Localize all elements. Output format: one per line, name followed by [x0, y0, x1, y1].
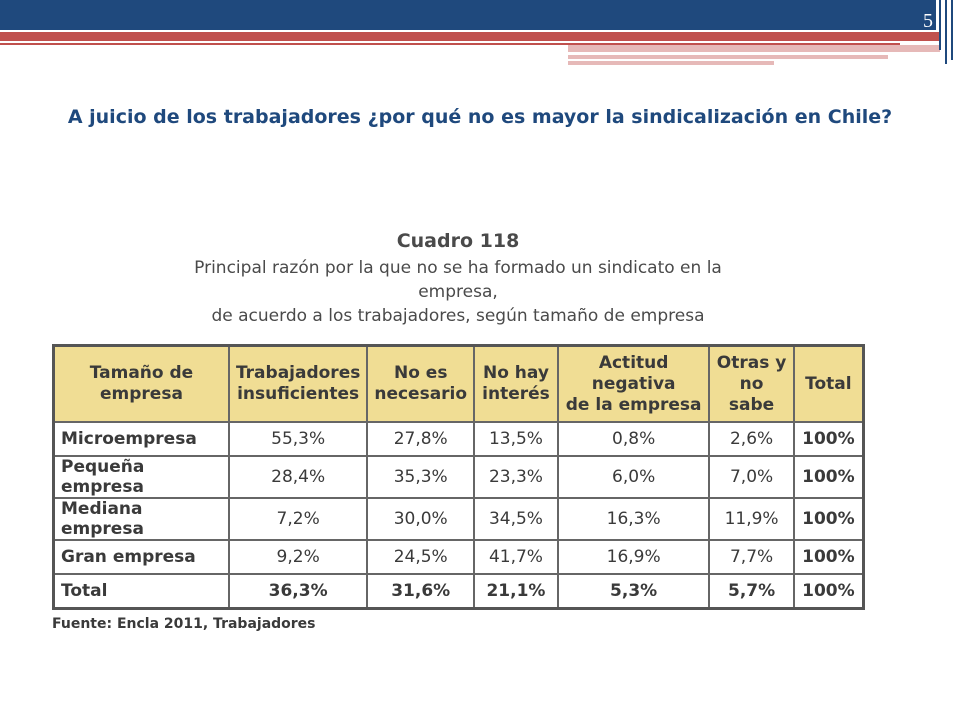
- table-cell: 31,6%: [366, 573, 476, 610]
- table-cell: 5,7%: [708, 573, 795, 610]
- table-cell: 11,9%: [708, 497, 795, 541]
- table-subtitle: Principal razón por la que no se ha form…: [160, 256, 756, 328]
- header-pink-bar-2: [568, 55, 888, 59]
- table-cell: 24,5%: [366, 539, 476, 575]
- table-cell: 16,9%: [556, 539, 711, 575]
- header-white-line: [600, 52, 890, 54]
- table-cell: 100%: [792, 539, 865, 575]
- header-not-necessary: No es necesario: [366, 344, 476, 423]
- table-cell: 5,3%: [556, 573, 711, 610]
- header-company-size: Tamaño de empresa: [52, 344, 230, 423]
- table-cell: 36,3%: [227, 573, 369, 610]
- table-header-row: Tamaño de empresa Trabajadores insuficient…: [52, 344, 865, 423]
- row-label: Microempresa: [52, 421, 230, 457]
- table-cell: 30,0%: [366, 497, 476, 541]
- slide-number: 5: [923, 10, 933, 32]
- table-cell: 7,2%: [227, 497, 369, 541]
- table-row: Gran empresa 9,2% 24,5% 41,7% 16,9% 7,7%…: [52, 539, 865, 575]
- table-cell: 2,6%: [708, 421, 795, 457]
- union-reasons-table: Tamaño de empresa Trabajadores insuficient…: [52, 344, 865, 610]
- table-cell: 100%: [792, 455, 865, 499]
- table-row: Pequeña empresa 28,4% 35,3% 23,3% 6,0% 7…: [52, 455, 865, 499]
- header-vertical-line-3: [951, 0, 953, 60]
- table-cell: 100%: [792, 573, 865, 610]
- table-cell: 9,2%: [227, 539, 369, 575]
- row-label: Gran empresa: [52, 539, 230, 575]
- table-total-row: Total 36,3% 31,6% 21,1% 5,3% 5,7% 100%: [52, 573, 865, 610]
- table-subtitle-line-1: Principal razón por la que no se ha form…: [194, 258, 722, 302]
- table-cell: 0,8%: [556, 421, 711, 457]
- table-caption: Cuadro 118: [396, 230, 520, 252]
- table-cell: 28,4%: [227, 455, 369, 499]
- table-cell: 35,3%: [366, 455, 476, 499]
- header-other-dont-know: Otras y no sabe: [708, 344, 795, 423]
- row-label: Mediana empresa: [52, 497, 230, 541]
- header-insufficient-workers: Trabajadores insuficientes: [227, 344, 369, 423]
- table-row: Microempresa 55,3% 27,8% 13,5% 0,8% 2,6%…: [52, 421, 865, 457]
- row-label: Pequeña empresa: [52, 455, 230, 499]
- table-cell: 7,0%: [708, 455, 795, 499]
- table-cell: 34,5%: [473, 497, 559, 541]
- header-total: Total: [792, 344, 865, 423]
- slide-title: A juicio de los trabajadores ¿por qué no…: [67, 106, 893, 128]
- row-label: Total: [52, 573, 230, 610]
- header-vertical-line-2: [945, 0, 947, 64]
- header-red-bar: [0, 32, 940, 41]
- table-cell: 55,3%: [227, 421, 369, 457]
- table-cell: 7,7%: [708, 539, 795, 575]
- header-blue-bar: [0, 0, 936, 30]
- table-source: Fuente: Encla 2011, Trabajadores: [52, 616, 316, 632]
- table-cell: 6,0%: [556, 455, 711, 499]
- table-cell: 100%: [792, 497, 865, 541]
- table-cell: 100%: [792, 421, 865, 457]
- header-negative-attitude: Actitud negativa de la empresa: [556, 344, 711, 423]
- header-vertical-line-1: [939, 0, 941, 50]
- table-cell: 27,8%: [366, 421, 476, 457]
- table-subtitle-line-2: de acuerdo a los trabajadores, según tam…: [211, 306, 705, 326]
- header-pink-bar-1: [568, 45, 940, 52]
- header-no-interest: No hay interés: [473, 344, 559, 423]
- table-cell: 16,3%: [556, 497, 711, 541]
- table-row: Mediana empresa 7,2% 30,0% 34,5% 16,3% 1…: [52, 497, 865, 541]
- table-cell: 23,3%: [473, 455, 559, 499]
- table-cell: 13,5%: [473, 421, 559, 457]
- header-pink-bar-3: [568, 61, 774, 65]
- table-cell: 21,1%: [473, 573, 559, 610]
- header-red-thin-bar: [0, 43, 900, 45]
- table-cell: 41,7%: [473, 539, 559, 575]
